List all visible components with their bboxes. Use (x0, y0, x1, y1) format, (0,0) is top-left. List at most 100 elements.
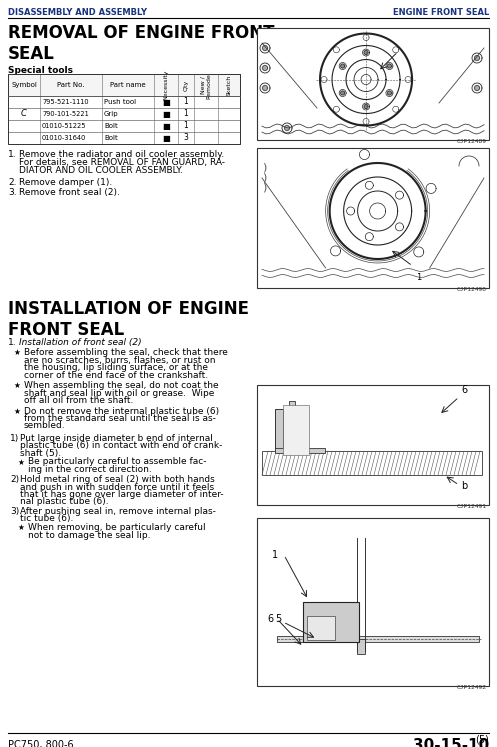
Text: 3.: 3. (8, 188, 16, 197)
Text: Qty: Qty (183, 79, 188, 90)
Polygon shape (364, 105, 368, 108)
Polygon shape (340, 64, 344, 68)
Text: ■: ■ (162, 134, 170, 143)
Text: ★: ★ (14, 406, 21, 415)
Polygon shape (475, 85, 480, 90)
Text: shaft (5).: shaft (5). (20, 449, 61, 458)
Text: New /
Remodel: New / Remodel (201, 71, 211, 99)
Text: Necessity: Necessity (164, 69, 168, 100)
Text: and push in with sudden force until it feels: and push in with sudden force until it f… (20, 483, 214, 492)
Text: ): ) (262, 173, 266, 183)
Bar (262, 451, 482, 475)
Text: Bolt: Bolt (104, 123, 118, 129)
Text: 1.: 1. (8, 338, 16, 347)
Bar (275, 409, 283, 451)
Text: Hold metal ring of seal (2) with both hands: Hold metal ring of seal (2) with both ha… (20, 475, 215, 484)
Text: Installation of front seal (2): Installation of front seal (2) (19, 338, 142, 347)
Text: 3): 3) (10, 507, 19, 516)
Bar (8, 132, 240, 144)
Text: ★: ★ (14, 348, 21, 357)
Polygon shape (475, 55, 480, 61)
Text: Grip: Grip (104, 111, 119, 117)
Text: tic tube (6).: tic tube (6). (20, 515, 74, 524)
Text: ■: ■ (162, 110, 170, 119)
Text: 1: 1 (415, 273, 421, 282)
Text: that it has gone over large diameter of inter-: that it has gone over large diameter of … (20, 490, 224, 499)
Text: are no scratches, burrs, flashes, or rust on: are no scratches, burrs, flashes, or rus… (24, 356, 216, 365)
Text: Part No.: Part No. (57, 82, 85, 88)
Polygon shape (262, 85, 267, 90)
Polygon shape (340, 91, 344, 95)
Polygon shape (262, 46, 267, 51)
Bar (8, 74, 240, 96)
Polygon shape (388, 91, 392, 95)
Text: For details, see REMOVAL OF FAN GUARD, RA-: For details, see REMOVAL OF FAN GUARD, R… (19, 158, 225, 167)
Bar (257, 28, 489, 140)
Text: ■: ■ (162, 98, 170, 107)
Text: 3: 3 (183, 134, 188, 143)
Text: from the standard seal until the seal is as-: from the standard seal until the seal is… (24, 414, 216, 423)
Polygon shape (388, 64, 392, 68)
Bar (289, 401, 295, 451)
Text: nal plastic tube (6).: nal plastic tube (6). (20, 498, 109, 506)
Text: C: C (21, 110, 27, 119)
Text: CJP12491: CJP12491 (457, 504, 487, 509)
Polygon shape (262, 66, 267, 70)
Text: ): ) (262, 183, 266, 193)
Polygon shape (364, 51, 368, 55)
Text: 1: 1 (183, 122, 188, 131)
Text: corner of the end face of the crankshaft.: corner of the end face of the crankshaft… (24, 371, 208, 379)
Polygon shape (284, 125, 289, 131)
Text: Part name: Part name (110, 82, 146, 88)
Text: ENGINE FRONT SEAL: ENGINE FRONT SEAL (393, 8, 489, 17)
Text: When assembling the seal, do not coat the: When assembling the seal, do not coat th… (24, 381, 219, 390)
Text: ★: ★ (14, 381, 21, 390)
Text: 1.: 1. (8, 150, 16, 159)
Text: off all oil from the shaft.: off all oil from the shaft. (24, 396, 133, 405)
Text: INSTALLATION OF ENGINE
FRONT SEAL: INSTALLATION OF ENGINE FRONT SEAL (8, 300, 249, 339)
Text: not to damage the seal lip.: not to damage the seal lip. (28, 530, 151, 539)
Text: PC750, 800-6: PC750, 800-6 (8, 740, 74, 747)
Bar (303, 602, 359, 642)
Text: Be particularly careful to assemble fac-: Be particularly careful to assemble fac- (28, 457, 206, 466)
Text: ★: ★ (18, 523, 25, 532)
Text: 2.: 2. (8, 178, 16, 187)
Bar (257, 385, 489, 505)
Text: the housing, lip sliding surface, or at the: the housing, lip sliding surface, or at … (24, 363, 208, 372)
Text: ■: ■ (162, 122, 170, 131)
Bar (283, 405, 309, 455)
Text: When removing, be particularly careful: When removing, be particularly careful (28, 523, 206, 532)
Text: shaft and seal lip with oil or grease.  Wipe: shaft and seal lip with oil or grease. W… (24, 388, 214, 397)
Text: sembled.: sembled. (24, 421, 66, 430)
Bar (277, 636, 479, 642)
Text: Special tools: Special tools (8, 66, 73, 75)
Text: plastic tube (6) in contact with end of crank-: plastic tube (6) in contact with end of … (20, 441, 222, 450)
Text: Symbol: Symbol (11, 82, 37, 88)
Text: 6: 6 (461, 385, 467, 395)
Text: 30-15-10: 30-15-10 (413, 738, 489, 747)
Text: DISASSEMBLY AND ASSEMBLY: DISASSEMBLY AND ASSEMBLY (8, 8, 147, 17)
Text: 790-101-5221: 790-101-5221 (42, 111, 89, 117)
Text: After pushing seal in, remove internal plas-: After pushing seal in, remove internal p… (20, 507, 216, 516)
Text: Push tool: Push tool (104, 99, 136, 105)
Text: (5): (5) (475, 735, 489, 745)
Text: ★: ★ (18, 457, 25, 466)
Text: Bolt: Bolt (104, 135, 118, 141)
Text: 795-521-1110: 795-521-1110 (42, 99, 88, 105)
Text: DIATOR AND OIL COOLER ASSEMBLY.: DIATOR AND OIL COOLER ASSEMBLY. (19, 166, 183, 175)
Text: Put large inside diameter b end of internal: Put large inside diameter b end of inter… (20, 434, 213, 443)
Bar (275, 448, 325, 453)
Text: CJP12489: CJP12489 (457, 139, 487, 144)
Text: 1: 1 (272, 550, 278, 560)
Bar (8, 108, 240, 120)
Text: ing in the correct direction.: ing in the correct direction. (28, 465, 152, 474)
Bar (8, 96, 240, 108)
Bar (8, 120, 240, 132)
Text: Remove damper (1).: Remove damper (1). (19, 178, 112, 187)
Bar (257, 148, 489, 288)
Text: Remove the radiator and oil cooler assembly.: Remove the radiator and oil cooler assem… (19, 150, 224, 159)
Text: CJP12490: CJP12490 (457, 287, 487, 292)
Text: Do not remove the internal plastic tube (6): Do not remove the internal plastic tube … (24, 406, 219, 415)
Bar (8, 74, 240, 144)
Text: CJP12492: CJP12492 (457, 685, 487, 690)
